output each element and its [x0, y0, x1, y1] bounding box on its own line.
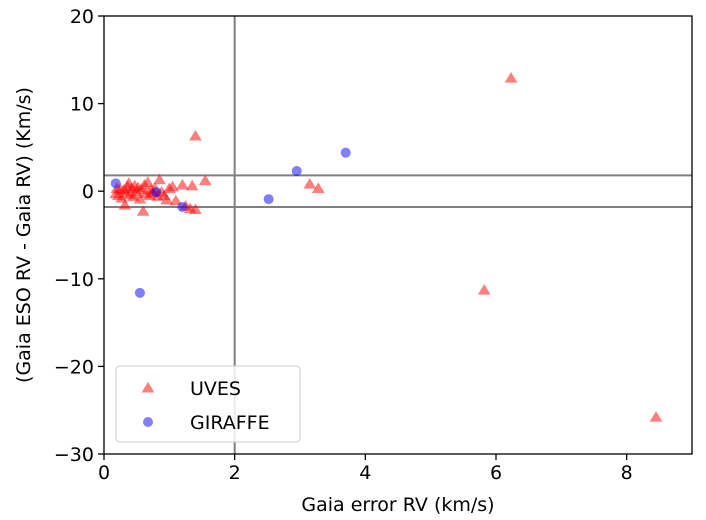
axis-ticks: 0 2 4 6 8 −30 −20 −10 0 10 20 — [54, 6, 633, 484]
uves-point — [311, 182, 325, 194]
uves-point — [160, 193, 174, 205]
legend-circle-icon — [143, 417, 153, 427]
y-tick-label: 20 — [70, 6, 94, 28]
giraffe-point — [340, 147, 351, 158]
series-giraffe — [110, 147, 351, 298]
y-tick-label: −20 — [54, 356, 94, 378]
uves-point — [477, 284, 491, 295]
uves-point — [198, 174, 212, 186]
uves-point — [649, 411, 663, 422]
uves-point — [189, 129, 202, 141]
uves-point — [153, 173, 166, 185]
uves-point — [303, 178, 317, 189]
y-tick-label: 0 — [82, 181, 94, 203]
legend-label-uves: UVES — [190, 378, 241, 400]
data-points — [109, 72, 663, 422]
uves-point — [169, 194, 183, 206]
x-tick-label: 0 — [98, 462, 110, 484]
uves-point — [118, 199, 132, 210]
giraffe-point — [151, 187, 162, 198]
legend-box — [115, 365, 301, 443]
giraffe-point — [263, 194, 274, 205]
uves-point — [176, 178, 189, 190]
giraffe-point — [177, 201, 188, 212]
uves-point — [141, 176, 155, 187]
legend-items: UVES GIRAFFE — [141, 378, 270, 434]
legend-triangle-icon — [141, 381, 155, 393]
x-tick-label: 8 — [621, 462, 633, 484]
legend: UVES GIRAFFE — [115, 365, 301, 443]
uves-point — [189, 203, 202, 215]
uves-point — [166, 180, 179, 192]
x-tick-label: 2 — [229, 462, 241, 484]
x-tick-label: 4 — [359, 462, 371, 484]
legend-label-giraffe: GIRAFFE — [190, 412, 270, 434]
giraffe-point — [134, 287, 145, 298]
uves-point — [136, 205, 150, 216]
uves-point — [185, 179, 199, 191]
x-tick-label: 6 — [490, 462, 502, 484]
giraffe-point — [110, 178, 121, 189]
y-tick-label: −30 — [54, 444, 94, 466]
uves-point — [504, 72, 518, 83]
y-axis-label: (Gaia ESO RV - Gaia RV) (Km/s) — [13, 87, 35, 383]
y-tick-label: 10 — [70, 94, 94, 116]
plot-frame — [103, 15, 693, 455]
x-axis-label: Gaia error RV (km/s) — [301, 494, 494, 516]
giraffe-point — [291, 166, 302, 177]
y-tick-label: −10 — [54, 269, 94, 291]
series-uves — [109, 72, 663, 422]
